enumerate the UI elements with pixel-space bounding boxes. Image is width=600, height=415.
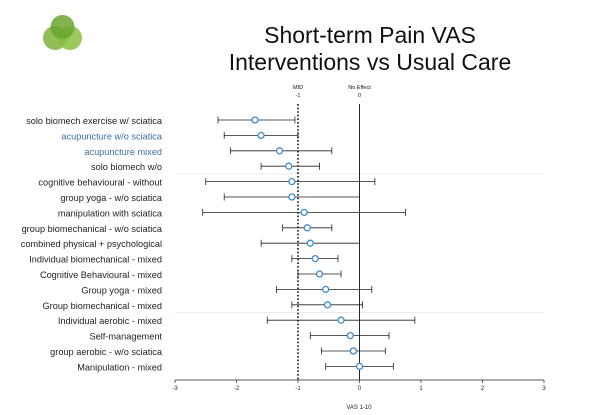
row-label: solo biomech w/o: [91, 162, 162, 172]
point-estimate: [288, 177, 296, 186]
ref-line-value-label: 0: [358, 93, 361, 99]
point-estimate: [355, 362, 364, 371]
row-label: combined physical + psychological: [21, 239, 162, 249]
x-tick-label: -3: [172, 386, 178, 392]
row-label: Manipulation - mixed: [77, 362, 162, 372]
x-tick-label: -2: [234, 386, 240, 392]
row-label: group aerobic - w/o sciatica: [50, 347, 163, 357]
row-label: Individual aerobic - mixed: [58, 316, 162, 326]
ref-line-label: MID: [293, 85, 303, 91]
point-estimate: [322, 285, 330, 294]
row-label: cognitive behavioural - without: [38, 178, 162, 188]
point-estimate: [315, 270, 324, 278]
x-tick-label: 2: [481, 386, 485, 392]
row-label: Cognitive Behavioural - mixed: [40, 270, 162, 280]
point-estimate: [337, 316, 345, 324]
row-label: group biomechanical - w/o sciatica: [22, 224, 163, 234]
point-estimate: [311, 254, 319, 263]
x-tick-label: 0: [358, 386, 362, 392]
point-estimate: [275, 147, 284, 155]
point-estimate: [251, 116, 259, 124]
point-estimate: [346, 331, 354, 340]
row-label: manipulation with sciatica: [58, 208, 163, 218]
row-label: Group yoga - mixed: [81, 285, 162, 295]
x-axis-label: VAS 1-10: [346, 405, 372, 411]
point-estimate: [285, 162, 293, 170]
x-tick-label: 1: [419, 386, 423, 392]
logo-icon: [43, 15, 82, 50]
row-label: acupuncture w/o sciatica: [61, 131, 162, 141]
x-tick-label: 3: [542, 386, 546, 392]
row-label: Individual biomechanical - mixed: [29, 255, 162, 265]
point-estimate: [349, 347, 358, 355]
ref-line-label: No Effect: [348, 85, 371, 91]
chart-subtitle: Interventions vs Usual Care: [228, 49, 512, 75]
point-estimate: [288, 193, 296, 201]
point-estimate: [300, 208, 308, 217]
ref-line-value-label: -1: [296, 93, 301, 99]
row-label: solo biomech exercise w/ sciatica: [26, 116, 163, 126]
x-tick-label: -1: [295, 386, 301, 392]
row-label: acupuncture mixed: [84, 147, 162, 157]
row-label: Group biomechanical - mixed: [43, 301, 163, 311]
point-estimate: [257, 131, 265, 140]
point-estimate: [303, 224, 311, 232]
point-estimate: [306, 239, 314, 247]
row-label: Self-management: [89, 332, 162, 342]
chart-title-block: Short-term Pain VAS Interventions vs Usu…: [160, 22, 580, 76]
point-estimate: [323, 301, 332, 309]
chart-title: Short-term Pain VAS: [264, 22, 476, 48]
row-label: group yoga - w/o sciatica: [60, 193, 163, 203]
